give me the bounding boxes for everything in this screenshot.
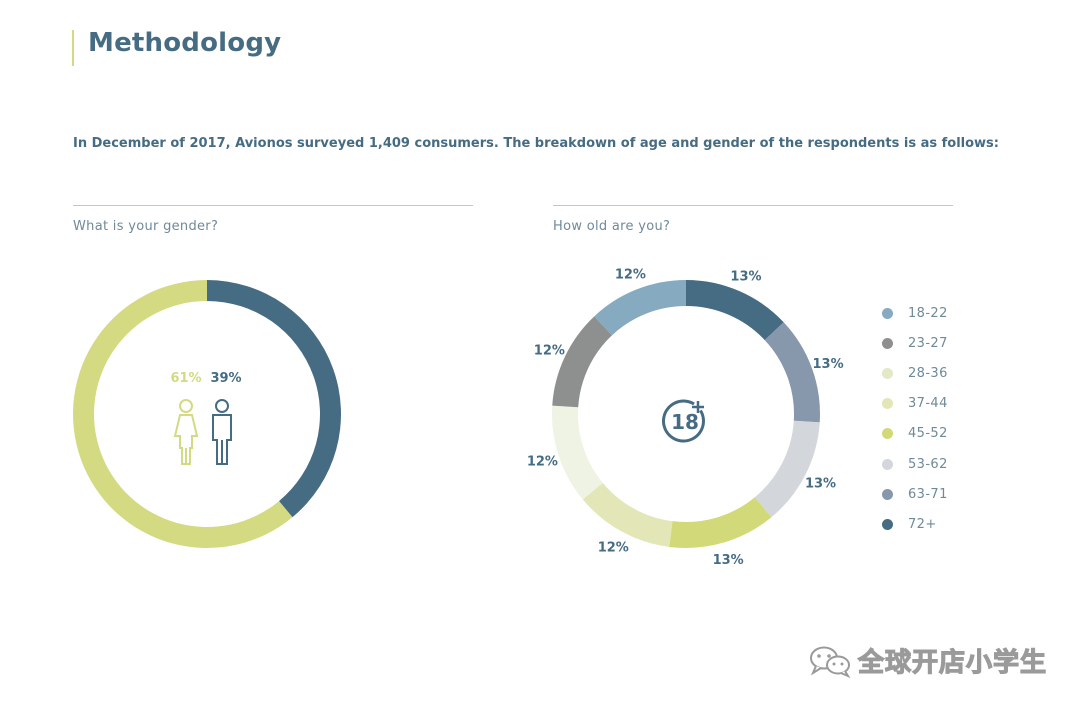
age-data-label-5: 12%: [527, 455, 558, 470]
legend-swatch: [882, 488, 893, 500]
legend-swatch: [882, 307, 893, 319]
legend-item-45-52: 45-52: [880, 419, 948, 449]
legend-swatch: [882, 367, 893, 379]
gender-slice-39: [207, 280, 342, 518]
legend-item-23-27: 23-27: [880, 328, 948, 358]
legend-label: 28-36: [908, 365, 948, 381]
page-title: Methodology: [88, 28, 282, 58]
age-data-label-2: 13%: [805, 477, 836, 492]
legend-swatch: [882, 458, 893, 470]
legend-swatch: [882, 398, 893, 410]
male-icon: [212, 399, 232, 465]
intro-text: In December of 2017, Avionos surveyed 1,…: [73, 136, 999, 151]
legend-label: 45-52: [908, 426, 948, 442]
legend-label: 23-27: [908, 335, 948, 351]
legend-item-72: 72+: [880, 509, 948, 539]
wechat-icon: [810, 646, 851, 678]
age-divider: [553, 205, 953, 206]
legend-label: 37-44: [908, 396, 948, 412]
female-icon: [173, 399, 199, 465]
age-donut-chart: 13% 13% 13% 13% 12% 12% 12% 12%: [527, 268, 844, 568]
age-slice-37-44: [582, 482, 673, 547]
age-slice-18-22: [594, 280, 686, 336]
age-slice-63-71: [764, 322, 820, 423]
legend-label: 18-22: [908, 305, 948, 321]
female-percent-label: 61%: [170, 371, 201, 386]
legend-label: 63-71: [908, 486, 948, 502]
gender-divider: [73, 205, 473, 206]
age-data-label-4: 12%: [598, 540, 629, 555]
title-accent-bar: [72, 30, 74, 66]
watermark-text: 全球开店小学生: [857, 647, 1048, 678]
legend-swatch: [882, 337, 893, 349]
age-slice-53-62: [754, 420, 820, 518]
age-slice-23-27: [552, 316, 613, 408]
age-data-label-0: 13%: [730, 269, 761, 284]
age-badge-text: 18: [671, 410, 699, 434]
gender-slice-61: [73, 280, 293, 548]
age-question: How old are you?: [553, 219, 671, 234]
age-slice-28-36: [552, 405, 603, 500]
legend-swatch: [882, 518, 893, 530]
legend-swatch: [882, 428, 893, 440]
legend-item-28-36: 28-36: [880, 358, 948, 388]
legend-item-18-22: 18-22: [880, 298, 948, 328]
age-data-label-7: 12%: [615, 268, 646, 283]
age-slice-45-52: [669, 497, 772, 548]
legend-label: 72+: [908, 516, 937, 532]
legend-item-37-44: 37-44: [880, 389, 948, 419]
age-slice-72: [686, 280, 784, 341]
age-data-label-6: 12%: [534, 344, 565, 359]
age-18-plus-icon: 18: [662, 399, 705, 443]
legend-label: 53-62: [908, 456, 948, 472]
legend-item-53-62: 53-62: [880, 449, 948, 479]
age-data-label-3: 13%: [713, 553, 744, 568]
gender-question: What is your gender?: [73, 219, 219, 234]
age-legend: 18-22 23-27 28-36 37-44 45-52 53-62 63-71 72+: [880, 298, 948, 540]
male-percent-label: 39%: [210, 371, 241, 386]
legend-item-63-71: 63-71: [880, 479, 948, 509]
age-data-label-1: 13%: [813, 357, 844, 372]
watermark: 全球开店小学生: [808, 642, 1047, 679]
gender-donut-chart: [73, 280, 342, 548]
